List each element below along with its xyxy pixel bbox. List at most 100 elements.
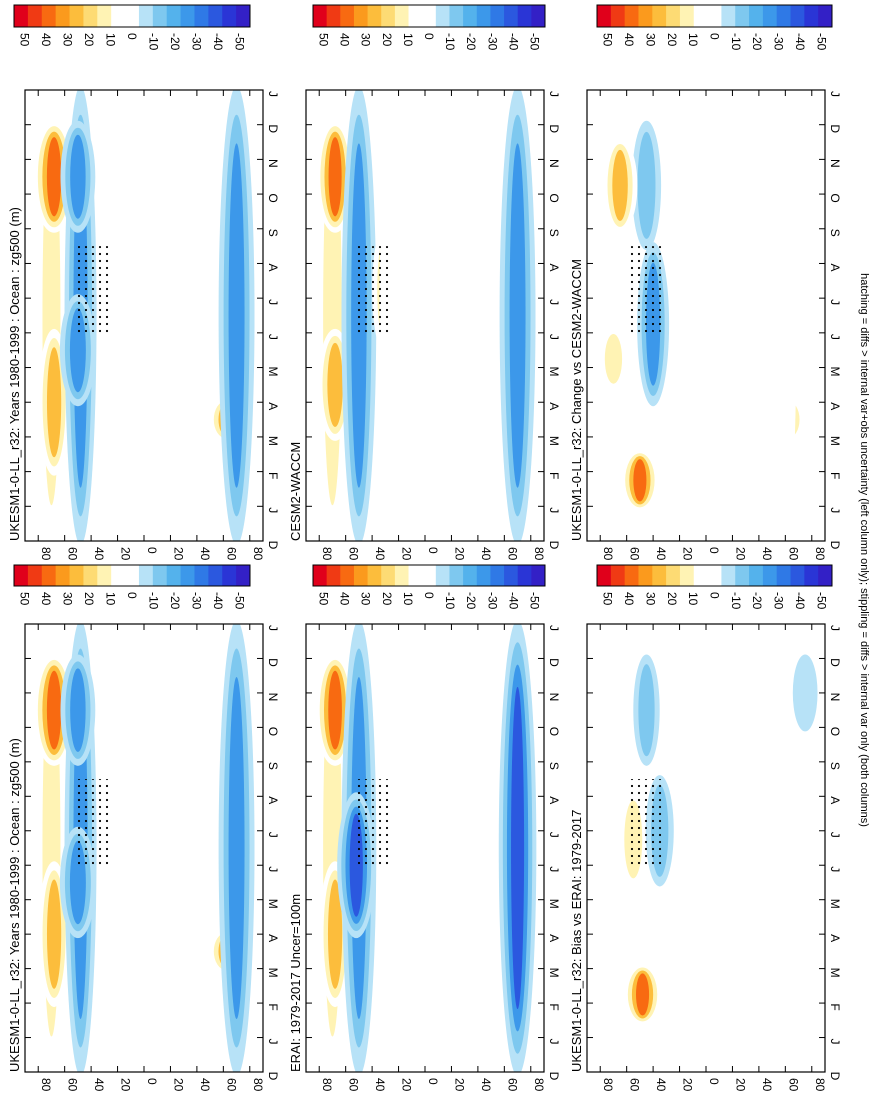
- month-tick-middle-right-6: J: [547, 334, 561, 340]
- colorbar-swatch-bottom-right-1: [610, 5, 626, 27]
- colorbar-swatch-top-left-8: [125, 565, 140, 586]
- colorbar-label-top-right-3: 20: [82, 33, 96, 47]
- lat-tick-middle-left-8: 80: [532, 1078, 546, 1092]
- colorbar-swatch-middle-left-4: [367, 565, 382, 586]
- colorbar-swatch-bottom-left-2: [624, 565, 639, 586]
- colorbar-swatch-bottom-right-3: [638, 5, 653, 27]
- colorbar-swatch-top-right-16: [236, 5, 251, 27]
- contour-top-left-5-2: [70, 668, 86, 752]
- contour-middle-left-6-0: [447, 624, 469, 1072]
- colorbar-swatch-top-left-5: [83, 565, 98, 586]
- colorbar-swatch-top-left-13: [194, 565, 209, 586]
- month-tick-middle-left-11: N: [547, 693, 561, 702]
- contour-middle-right-1-3: [328, 137, 342, 217]
- colorbar-swatch-middle-left-10: [449, 565, 464, 586]
- panel-middle-left: 80604020020406080°N°SDJFMAMJJASONDJERAI:…: [288, 564, 561, 1092]
- field-bottom-left: [603, 624, 818, 1072]
- stipple-middle-left: [354, 779, 391, 866]
- month-tick-middle-right-7: J: [547, 299, 561, 305]
- contour-top-left-2-2: [46, 879, 62, 989]
- month-tick-top-right-10: O: [266, 193, 280, 202]
- colorbar-label-bottom-left-8: -30: [772, 592, 786, 610]
- colorbar-swatch-bottom-left-1: [610, 565, 626, 586]
- panel-top-right: 80604020020406080°N°SDJFMAMJJASONDJUKESM…: [7, 4, 280, 561]
- colorbar-swatch-top-right-3: [55, 5, 71, 27]
- month-tick-middle-right-9: S: [547, 229, 561, 237]
- contour-middle-left-1-3: [328, 670, 342, 750]
- month-tick-middle-right-13: J: [547, 91, 561, 97]
- lat-tick-bottom-right-1: 60: [628, 547, 642, 561]
- colorbar-swatch-middle-right-5: [381, 5, 396, 27]
- month-tick-top-left-13: J: [266, 625, 280, 631]
- colorbar-label-bottom-right-8: -30: [772, 33, 786, 51]
- colorbar-swatch-middle-right-12: [476, 5, 491, 27]
- month-tick-middle-right-12: D: [547, 124, 561, 133]
- month-tick-middle-left-7: J: [547, 832, 561, 838]
- colorbar-swatch-middle-right-15: [517, 5, 532, 27]
- month-tick-bottom-right-13: J: [828, 91, 842, 97]
- colorbar-swatch-top-left-9: [138, 565, 154, 586]
- colorbar-swatch-middle-left-0: [313, 565, 328, 586]
- colorbar-swatch-top-right-14: [208, 5, 223, 27]
- colorbar-label-middle-right-1: 40: [338, 33, 352, 47]
- colorbar-swatch-top-right-5: [83, 5, 98, 27]
- colorbar-label-bottom-right-10: -50: [814, 33, 828, 51]
- month-tick-bottom-left-9: S: [828, 762, 842, 770]
- lat-tick-bottom-right-7: 60: [786, 547, 800, 561]
- contour-top-right-7-0: [166, 90, 188, 541]
- colorbar-label-top-right-2: 30: [61, 33, 75, 47]
- month-tick-top-right-8: A: [266, 263, 280, 271]
- colorbar-swatch-bottom-left-6: [679, 565, 695, 586]
- contour-top-left-7-0: [166, 624, 188, 1072]
- colorbar-label-top-right-7: -20: [168, 33, 182, 51]
- month-tick-top-left-4: A: [266, 934, 280, 942]
- lat-tick-middle-right-0: 80: [320, 547, 334, 561]
- colorbar-swatch-middle-left-2: [340, 565, 355, 586]
- field-bottom-right: [599, 90, 804, 541]
- colorbar-swatch-top-left-3: [55, 565, 71, 586]
- lat-tick-bottom-left-4: 0: [707, 1078, 721, 1085]
- colorbar-swatch-middle-left-8: [422, 565, 437, 586]
- month-tick-bottom-right-2: F: [828, 472, 842, 479]
- month-tick-bottom-right-5: M: [828, 367, 842, 377]
- colorbar-swatch-bottom-left-9: [721, 565, 736, 586]
- lat-tick-bottom-right-4: 0: [707, 547, 721, 554]
- colorbar-top-left: 50 40 30 20 10 0 -10 -20 -30 -40 -50: [13, 564, 251, 610]
- colorbar-swatch-bottom-right-0: [597, 5, 612, 27]
- colorbar-swatch-bottom-left-0: [597, 565, 612, 586]
- panel-middle-right: 80604020020406080°N°SDJFMAMJJASONDJCESM2…: [288, 4, 561, 561]
- month-tick-bottom-left-1: J: [828, 1039, 842, 1045]
- month-tick-top-right-11: N: [266, 159, 280, 168]
- colorbar-middle-right: 50 40 30 20 10 0 -10 -20 -30 -40 -50: [312, 4, 546, 51]
- colorbar-swatch-middle-right-11: [463, 5, 478, 27]
- panel-title-middle-left: ERAI: 1979-2017 Uncer=100m: [288, 894, 303, 1072]
- month-tick-middle-left-4: A: [547, 934, 561, 942]
- lat-tick-middle-left-5: 20: [452, 1078, 466, 1092]
- colorbar-label-middle-right-6: -10: [443, 33, 457, 51]
- colorbar-label-top-right-4: 10: [104, 33, 118, 47]
- month-tick-top-right-0: D: [266, 541, 280, 550]
- colorbar-label-bottom-right-6: -10: [729, 33, 743, 51]
- colorbar-label-bottom-right-1: 40: [622, 33, 636, 47]
- month-tick-middle-left-5: M: [547, 899, 561, 909]
- colorbar-label-bottom-left-6: -10: [729, 592, 743, 610]
- lat-tick-middle-left-2: 40: [373, 1078, 387, 1092]
- contour-middle-right-6-0: [447, 90, 469, 541]
- contour-middle-right-8-2: [509, 143, 526, 488]
- lat-tick-middle-left-4: 0: [426, 1078, 440, 1085]
- contour-bottom-left-5-0: [728, 624, 750, 1072]
- colorbar-swatch-top-left-7: [111, 565, 126, 586]
- month-tick-top-right-1: J: [266, 507, 280, 513]
- month-tick-bottom-left-10: O: [828, 727, 842, 736]
- lat-tick-bottom-left-0: 80: [601, 1078, 615, 1092]
- lat-tick-top-left-6: 40: [198, 1078, 212, 1092]
- contour-bottom-left-0-3: [635, 973, 650, 1016]
- colorbar-swatch-bottom-right-14: [790, 5, 805, 27]
- colorbar-label-top-left-6: -10: [146, 592, 160, 610]
- colorbar-label-top-left-5: 0: [125, 592, 139, 599]
- contour-top-left-1-3: [46, 670, 62, 750]
- month-tick-bottom-left-12: D: [828, 658, 842, 667]
- colorbar-swatch-bottom-right-8: [707, 5, 722, 27]
- lat-tick-bottom-left-6: 40: [760, 1078, 774, 1092]
- field-top-left: [33, 624, 255, 1072]
